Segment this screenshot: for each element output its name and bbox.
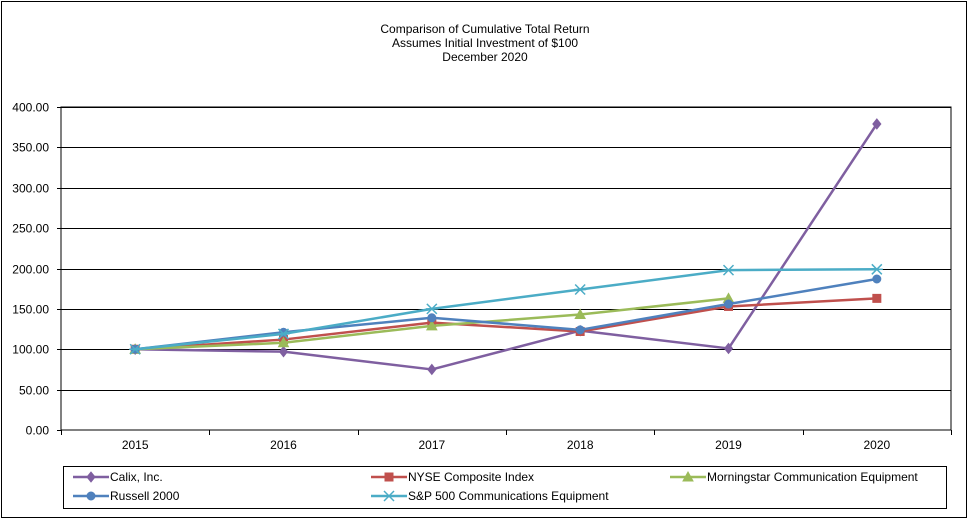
legend-marker [682, 470, 694, 482]
x-tick-label: 2018 [567, 438, 594, 452]
data-point-russell-2000 [427, 313, 437, 323]
data-point-morningstar-communication-equipment [277, 336, 290, 348]
y-tick-label: 200.00 [12, 263, 49, 277]
data-point-morningstar-communication-equipment [425, 319, 438, 331]
data-point-s-p-500-communications-equipment [129, 343, 142, 355]
data-point-russell-2000 [724, 299, 733, 309]
data-point-s-p-500-communications-equipment [574, 283, 587, 296]
data-point-calix-inc [872, 118, 882, 130]
chart-title-block: Comparison of Cumulative Total Return As… [0, 22, 970, 64]
series-line-s-p-500-communications-equipment [135, 268, 877, 351]
y-tick-label: 300.00 [12, 182, 49, 196]
data-point-s-p-500-communications-equipment [870, 263, 883, 275]
legend-entry-nyse-composite-index: NYSE Composite Index [371, 470, 534, 484]
chart-subtitle-1: Assumes Initial Investment of $100 [391, 36, 579, 50]
legend-label: Calix, Inc. [110, 470, 163, 484]
chart-title: Comparison of Cumulative Total Return [380, 22, 590, 36]
legend-marker [383, 490, 395, 502]
data-point-s-p-500-communications-equipment [722, 264, 735, 276]
y-tick-label: 50.00 [19, 384, 49, 398]
series-line-russell-2000 [135, 277, 878, 351]
y-tick-label: 350.00 [12, 141, 49, 155]
y-tick-label: 400.00 [12, 101, 49, 115]
data-point-nyse-composite-index [872, 293, 882, 303]
legend-entry-russell-2000: Russell 2000 [73, 489, 180, 503]
data-point-russell-2000 [872, 274, 882, 284]
data-point-morningstar-communication-equipment [574, 308, 587, 320]
x-tick-label: 2017 [418, 438, 445, 452]
x-tick-label: 2020 [863, 438, 890, 452]
legend-marker [86, 491, 96, 501]
data-point-calix-inc [723, 342, 734, 355]
y-tick-label: 250.00 [12, 222, 49, 236]
x-tick-label: 2016 [270, 438, 297, 452]
series-line-nyse-composite-index [135, 297, 877, 351]
legend-label: Morningstar Communication Equipment [707, 470, 918, 484]
legend-entry-calix-inc: Calix, Inc. [73, 470, 163, 484]
chart-subtitle-2: December 2020 [442, 50, 528, 64]
y-tick-label: 100.00 [12, 343, 49, 357]
data-point-russell-2000 [575, 325, 585, 335]
legend-box [63, 466, 947, 509]
legend-marker [86, 471, 96, 483]
x-tick-label: 2019 [715, 438, 742, 452]
x-tick-label: 2015 [122, 438, 149, 452]
y-tick-label: 150.00 [12, 303, 49, 317]
legend-marker [384, 472, 394, 482]
data-point-calix-inc [427, 363, 437, 376]
data-point-s-p-500-communications-equipment [425, 303, 438, 315]
y-tick-label: 0.00 [26, 424, 50, 438]
series-line-calix-inc [135, 123, 878, 371]
data-point-s-p-500-communications-equipment [277, 328, 290, 340]
data-point-calix-inc [278, 345, 289, 358]
legend-label: Russell 2000 [110, 489, 180, 503]
legend-entry-s-p-500-communications-equipment: S&P 500 Communications Equipment [371, 489, 609, 503]
legend-entry-morningstar-communication-equipment: Morningstar Communication Equipment [670, 470, 918, 484]
legend-label: S&P 500 Communications Equipment [408, 489, 609, 503]
legend-label: NYSE Composite Index [408, 470, 534, 484]
